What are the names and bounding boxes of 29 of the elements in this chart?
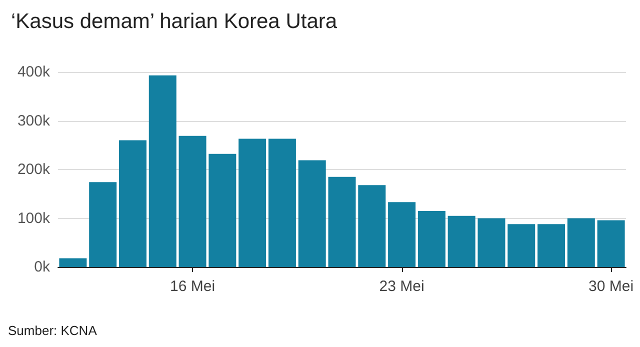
bar [328,176,356,267]
bar [597,220,625,267]
bar [59,258,87,267]
y-tick-label: 300k [17,112,50,130]
bar [148,75,176,267]
bar [418,210,446,267]
bar [268,138,296,267]
bar [298,160,326,267]
bar [478,218,506,267]
y-tick-label: 200k [17,161,50,178]
bar [448,216,476,267]
y-tick-label: 100k [17,210,50,227]
chart-title: ‘Kasus demam’ harian Korea Utara [11,10,338,33]
x-tick-label: 23 Mei [379,278,424,295]
x-tick-label: 16 Mei [170,278,216,295]
bar [538,224,566,267]
x-tick-label: 30 Mei [588,278,634,295]
bar [89,182,117,267]
y-tick-label: 400k [17,64,50,80]
bar [567,218,595,267]
y-tick-label: 0k [34,258,50,276]
bar [388,202,416,267]
bar [508,224,536,267]
bar [238,138,266,267]
bar [358,185,386,267]
bar [118,140,146,267]
bar [178,136,206,267]
text: Sumber: KCNA [8,323,98,338]
bar [208,154,236,267]
